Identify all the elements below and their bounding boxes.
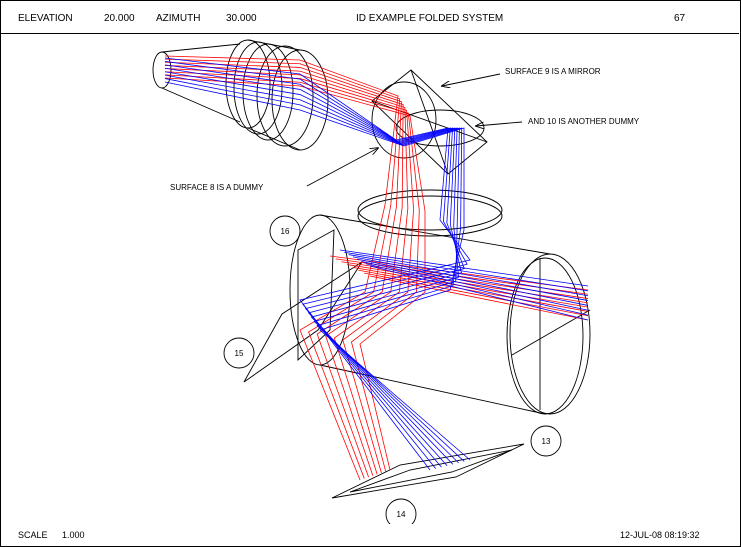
fold-plate-15 <box>243 261 363 383</box>
blue-ray <box>365 263 589 316</box>
middle-lens <box>357 189 503 237</box>
page-number: 67 <box>674 13 686 24</box>
red-ray <box>164 74 420 472</box>
surface-label-14: 14 <box>397 510 406 519</box>
surface-callout-15: 15 <box>223 337 255 369</box>
dummy8-annotation: SURFACE 8 IS A DUMMY <box>170 183 264 192</box>
surface-label-15: 15 <box>235 349 244 358</box>
blue-ray <box>164 64 465 468</box>
blue-ray <box>357 258 589 306</box>
blue-ray <box>164 61 468 469</box>
plot-title: ID EXAMPLE FOLDED SYSTEM <box>356 13 504 24</box>
surface-callout-14: 14 <box>385 498 417 524</box>
blue-ray <box>361 261 589 311</box>
dummy10-annotation: AND 10 IS ANOTHER DUMMY <box>528 117 640 126</box>
red-ray <box>164 71 414 473</box>
fold-mirror-assembly <box>371 69 488 175</box>
mirror-annotation: SURFACE 9 IS A MIRROR <box>505 67 601 76</box>
surface-label-13: 13 <box>542 437 551 446</box>
surface-callout-16: 16 <box>269 215 301 247</box>
red-ray <box>164 68 409 475</box>
plot-header: ELEVATION 20.000 AZIMUTH 30.000 ID EXAMP… <box>0 0 739 34</box>
optical-layout-drawing: SURFACE 9 IS A MIRROR AND 10 IS ANOTHER … <box>152 39 640 524</box>
blue-ray <box>369 265 589 321</box>
red-ray <box>341 261 589 299</box>
red-ray <box>164 58 401 479</box>
scale-value: 1.000 <box>62 530 85 540</box>
blue-ray <box>164 74 460 464</box>
scale-label: SCALE <box>18 530 48 540</box>
blue-ray <box>348 254 589 297</box>
blue-ray-trace <box>164 57 589 471</box>
red-ray <box>347 264 589 304</box>
surface-callout-13: 13 <box>530 425 562 457</box>
blue-ray <box>164 81 471 461</box>
annotation-leaders <box>306 73 523 187</box>
image-planes <box>331 443 525 499</box>
blue-ray <box>164 78 465 462</box>
red-ray <box>164 77 426 471</box>
red-ray <box>164 65 404 476</box>
azimuth-value: 30.000 <box>226 13 257 24</box>
elevation-label: ELEVATION <box>18 13 73 24</box>
plot-footer: SCALE 1.000 12-JUL-08 08:19:32 <box>0 527 739 547</box>
blue-ray <box>164 57 471 471</box>
red-ray <box>352 267 589 308</box>
blue-ray <box>344 251 589 292</box>
plot-datetime: 12-JUL-08 08:19:32 <box>620 530 700 540</box>
blue-ray <box>164 71 460 465</box>
blue-ray <box>352 256 589 301</box>
azimuth-label: AZIMUTH <box>156 13 201 24</box>
surface-label-16: 16 <box>281 227 290 236</box>
red-ray <box>164 55 399 481</box>
red-ray <box>164 61 402 478</box>
blue-ray <box>164 67 462 466</box>
elevation-value: 20.000 <box>104 13 135 24</box>
